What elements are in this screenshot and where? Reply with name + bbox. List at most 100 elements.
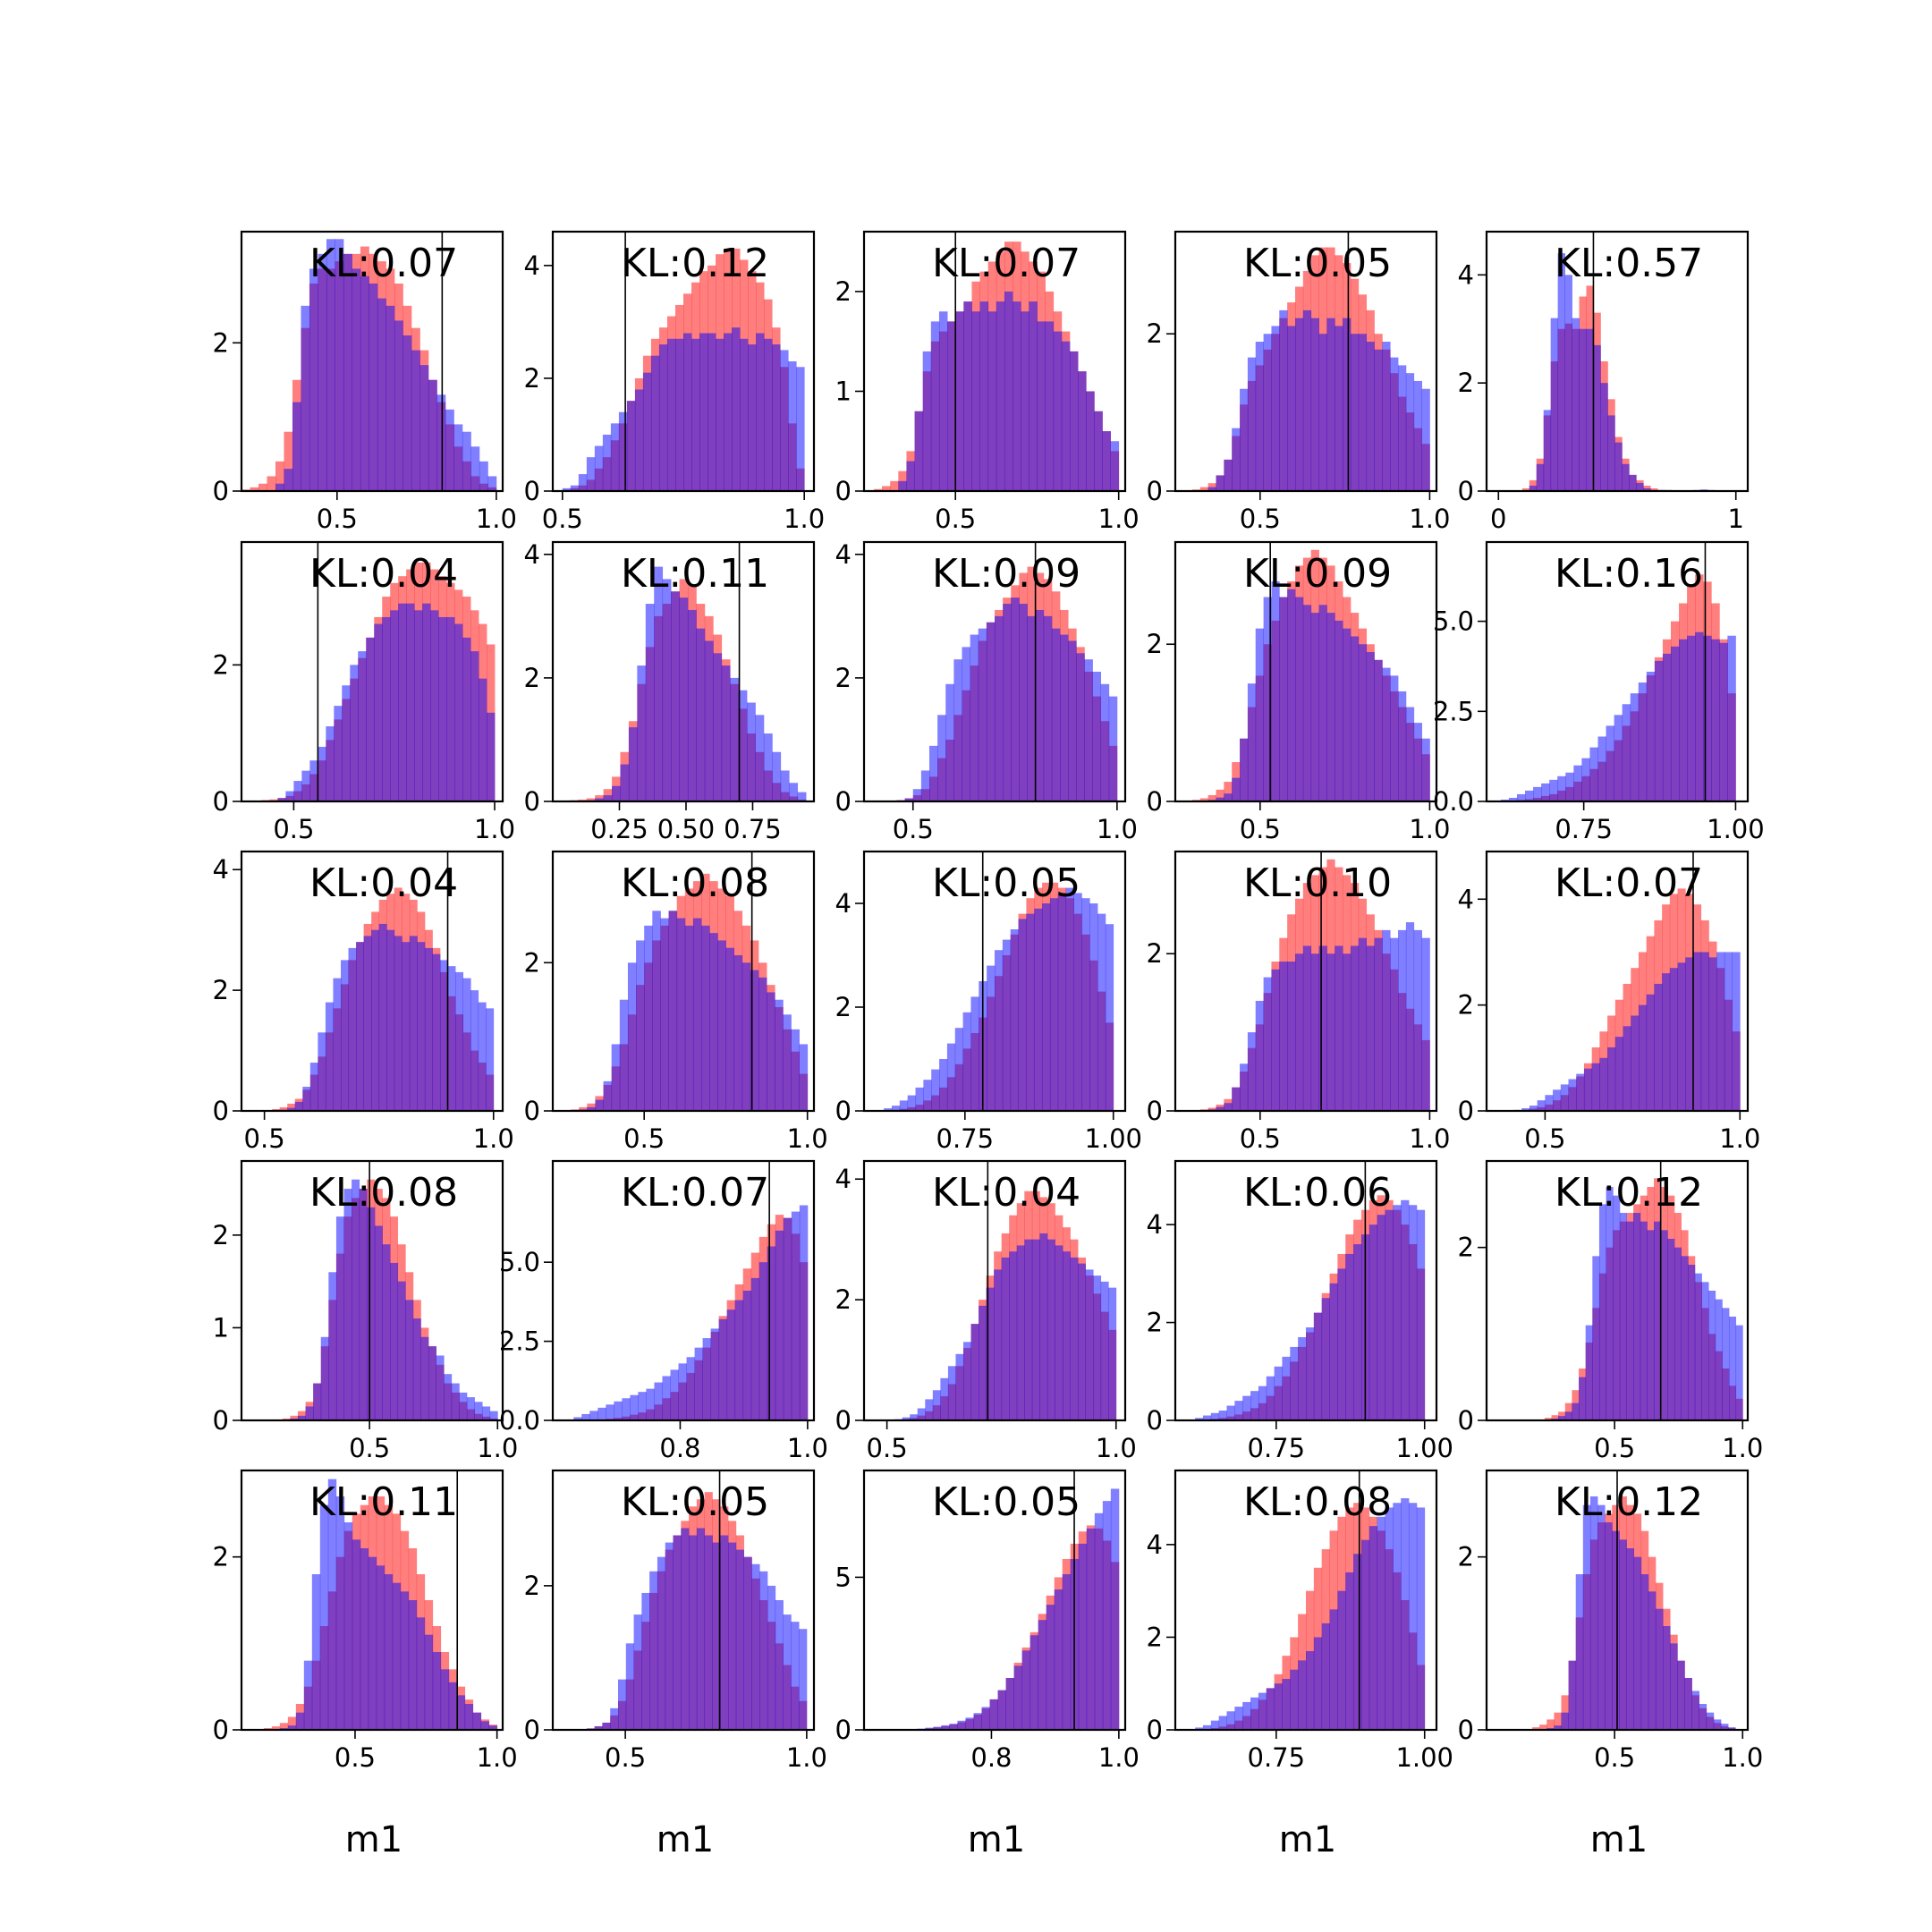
histogram-bar-blue: [1100, 1281, 1109, 1420]
histogram-bar-blue: [742, 1291, 752, 1420]
histogram-bar-blue: [386, 929, 395, 1111]
histogram-bar-blue: [1409, 1205, 1418, 1420]
histogram-bar-blue: [1585, 1325, 1593, 1420]
x-tick-label: 1.0: [1409, 814, 1450, 844]
histogram-bar-blue: [701, 925, 710, 1111]
histogram-bar-blue: [1416, 1209, 1426, 1420]
histogram-bar-blue: [470, 990, 479, 1111]
histogram-bar-blue: [1046, 1605, 1055, 1730]
histogram-bar-blue: [1700, 952, 1709, 1111]
histogram-bar-blue: [400, 1591, 410, 1730]
y-tick-label: 2.5: [499, 1326, 540, 1357]
histogram-bar-blue: [1614, 715, 1623, 801]
histogram-bar-blue: [1202, 1724, 1212, 1730]
histogram-bar-blue: [487, 712, 496, 801]
histogram-bar-blue: [1003, 604, 1012, 801]
kl-divergence-label: KL:0.09: [1243, 551, 1392, 597]
histogram-bar-blue: [343, 1189, 352, 1420]
histogram-bar-blue: [1013, 1665, 1023, 1730]
histogram-bar-blue: [394, 320, 403, 491]
histogram-bar-blue: [1679, 639, 1688, 801]
histogram-bar-blue: [1026, 913, 1035, 1111]
histogram-bar-blue: [684, 925, 694, 1111]
y-tick-label: 1: [835, 376, 852, 406]
histogram-bar-blue: [1279, 309, 1288, 491]
subplot-plot-area: [1195, 1470, 1426, 1730]
histogram-bar-blue: [1724, 952, 1733, 1111]
histogram-bar-blue: [962, 1342, 971, 1420]
histogram-bar-blue: [454, 623, 463, 801]
y-tick-label: 0: [835, 1715, 852, 1745]
subplot-r0-c1: 0.5 1.0 0 2 4 KL:0.12: [524, 230, 825, 534]
histogram-bar-blue: [783, 1614, 792, 1730]
histogram-bar-blue: [751, 1563, 760, 1730]
histogram-bar-blue: [1541, 783, 1550, 801]
y-tick-label: 0: [213, 1715, 229, 1745]
histogram-bar-blue: [595, 1099, 604, 1111]
histogram-bar-blue: [1011, 597, 1020, 801]
histogram-bar-blue: [1401, 1498, 1410, 1730]
histogram-bar-blue: [430, 610, 439, 801]
histogram-bar-blue: [696, 1528, 706, 1730]
histogram-bar-blue: [1021, 311, 1030, 491]
histogram-bar-blue: [302, 1087, 311, 1111]
histogram-bar-blue: [747, 702, 756, 801]
histogram-bar-blue: [456, 1695, 466, 1730]
histogram-bar-blue: [1037, 321, 1046, 491]
histogram-bar-blue: [376, 1565, 386, 1730]
histogram-bar-blue: [796, 367, 805, 491]
histogram-bar-blue: [1321, 1623, 1330, 1730]
histogram-bar-blue: [1715, 1299, 1723, 1420]
histogram-bar-blue: [733, 955, 743, 1111]
y-tick-label: 2: [213, 327, 229, 358]
histogram-bar-blue: [402, 942, 411, 1111]
histogram-bar-blue: [1271, 969, 1280, 1111]
subplot-plot-area: [873, 232, 1120, 491]
histogram-bar-blue: [724, 333, 733, 491]
histogram-bar-blue: [1271, 326, 1280, 491]
x-tick-label: 0.8: [970, 1742, 1012, 1773]
histogram-bar-blue: [955, 1353, 964, 1420]
histogram-bar-blue: [1089, 903, 1098, 1111]
histogram-bar-red: [1521, 487, 1530, 491]
kl-divergence-label: KL:0.06: [1243, 1170, 1392, 1216]
x-tick-label: 1.0: [787, 1123, 828, 1154]
histogram-bar-blue: [1708, 1291, 1716, 1420]
histogram-bar-blue: [1274, 1683, 1283, 1730]
histogram-bar-blue: [359, 1189, 368, 1420]
histogram-bar-blue: [1035, 609, 1045, 801]
subplot-plot-area: [1195, 1161, 1426, 1420]
histogram-bar-blue: [352, 1539, 361, 1730]
subplot-r0-c2: 0.5 1.0 0 1 2 KL:0.07: [835, 230, 1140, 534]
histogram-bar-blue: [287, 1107, 296, 1111]
histogram-bar-blue: [327, 1479, 337, 1730]
histogram-bar-blue: [699, 333, 708, 491]
histogram-bar-blue: [436, 394, 446, 491]
histogram-bar-blue: [390, 610, 399, 801]
histogram-bar-blue: [486, 1008, 495, 1111]
histogram-bar-red: [271, 1726, 281, 1730]
histogram-bar-blue: [1508, 797, 1518, 801]
subplot-plot-area: [275, 1161, 498, 1420]
histogram-bar-blue: [637, 665, 647, 801]
x-tick-label: 1.0: [1722, 1433, 1763, 1463]
x-tick-label: 1.0: [476, 504, 517, 534]
histogram-bar-blue: [285, 791, 294, 801]
histogram-bar-blue: [1405, 922, 1415, 1111]
histogram-bar-blue: [709, 933, 718, 1111]
histogram-bar-blue: [1010, 929, 1019, 1111]
histogram-bar-blue: [1581, 758, 1590, 801]
histogram-bar-blue: [1561, 1712, 1570, 1730]
y-tick-label: 0: [1458, 1715, 1474, 1745]
histogram-bar-blue: [1039, 1233, 1048, 1420]
histogram-bar-blue: [325, 1002, 334, 1111]
histogram-bar-blue: [1687, 635, 1696, 801]
kl-divergence-label: KL:0.11: [309, 1479, 458, 1525]
histogram-bar-blue: [955, 311, 964, 491]
y-tick-label: 0: [1147, 1715, 1163, 1745]
y-tick-label: 2: [1147, 318, 1163, 349]
histogram-bar-blue: [335, 1216, 344, 1420]
histogram-bar-blue: [462, 637, 471, 801]
histogram-bar-blue: [1318, 605, 1327, 801]
